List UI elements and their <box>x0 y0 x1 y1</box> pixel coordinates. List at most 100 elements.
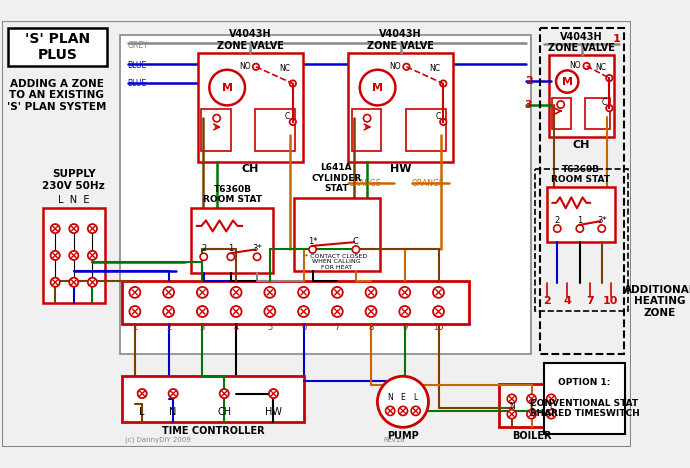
Text: 10: 10 <box>433 323 444 332</box>
Circle shape <box>130 306 140 317</box>
Text: * CONTACT CLOSED
WHEN CALLING
FOR HEAT: * CONTACT CLOSED WHEN CALLING FOR HEAT <box>305 254 368 270</box>
Bar <box>201 110 230 151</box>
Text: CH: CH <box>217 407 231 417</box>
Text: 1*: 1* <box>308 237 317 246</box>
Circle shape <box>230 306 241 317</box>
Circle shape <box>197 287 208 298</box>
Circle shape <box>298 306 309 317</box>
Text: HW: HW <box>390 164 411 174</box>
Circle shape <box>163 287 174 298</box>
Circle shape <box>50 224 60 233</box>
Text: 'S' PLAN
PLUS: 'S' PLAN PLUS <box>25 32 90 62</box>
Circle shape <box>606 75 613 81</box>
Bar <box>547 188 615 242</box>
Text: 2: 2 <box>543 296 551 307</box>
Circle shape <box>230 287 241 298</box>
Text: OPTION 1:

CONVENTIONAL STAT
SHARED TIMESWITCH: OPTION 1: CONVENTIONAL STAT SHARED TIMES… <box>529 378 639 418</box>
Circle shape <box>332 287 343 298</box>
Circle shape <box>527 410 536 419</box>
Circle shape <box>332 306 343 317</box>
Text: 1: 1 <box>132 323 137 332</box>
Bar <box>585 98 610 129</box>
Circle shape <box>253 253 261 260</box>
Text: HW: HW <box>265 407 282 417</box>
Circle shape <box>69 251 79 260</box>
Circle shape <box>309 246 316 253</box>
Circle shape <box>227 253 235 260</box>
Circle shape <box>553 225 561 232</box>
Text: NC: NC <box>595 63 607 72</box>
Circle shape <box>433 287 444 298</box>
Bar <box>43 208 105 303</box>
Text: Rev1a: Rev1a <box>383 437 404 443</box>
Text: 9: 9 <box>402 323 407 332</box>
Circle shape <box>130 287 140 298</box>
Text: C: C <box>353 237 359 246</box>
Circle shape <box>364 115 371 122</box>
Text: ORANGE: ORANGE <box>412 179 444 188</box>
Text: T6360B
ROOM STAT: T6360B ROOM STAT <box>203 185 262 205</box>
Bar <box>540 28 624 354</box>
Circle shape <box>433 306 444 317</box>
Text: 6: 6 <box>301 323 306 332</box>
Text: L  N  E: L N E <box>58 195 90 205</box>
Text: GREY: GREY <box>128 41 148 50</box>
Circle shape <box>576 225 584 232</box>
Circle shape <box>50 251 60 260</box>
Text: V4043H
ZONE VALVE: V4043H ZONE VALVE <box>217 29 284 51</box>
Circle shape <box>546 395 555 403</box>
Text: 4: 4 <box>563 296 571 307</box>
Circle shape <box>507 395 516 403</box>
Text: PUMP: PUMP <box>387 431 419 441</box>
Text: CH: CH <box>241 164 259 174</box>
Text: 1: 1 <box>578 216 582 225</box>
Text: SUPPLY
230V 50Hz: SUPPLY 230V 50Hz <box>42 169 105 191</box>
Circle shape <box>200 253 208 260</box>
Circle shape <box>290 119 296 125</box>
Circle shape <box>386 406 395 416</box>
Circle shape <box>606 105 613 111</box>
Circle shape <box>366 287 377 298</box>
Text: (c) DannyDIY 2009: (c) DannyDIY 2009 <box>125 437 190 443</box>
Circle shape <box>264 306 275 317</box>
Circle shape <box>556 70 578 93</box>
Text: 3*: 3* <box>253 244 262 253</box>
Text: 1: 1 <box>228 244 233 253</box>
Text: NO: NO <box>569 61 581 71</box>
Circle shape <box>366 306 377 317</box>
Text: BOILER: BOILER <box>512 431 551 441</box>
Text: 1: 1 <box>613 34 620 44</box>
Circle shape <box>168 389 178 398</box>
Circle shape <box>507 410 516 419</box>
Text: 3: 3 <box>199 323 205 332</box>
Text: CH: CH <box>573 139 591 150</box>
Text: 5: 5 <box>267 323 273 332</box>
Bar <box>191 208 273 273</box>
Bar <box>122 376 304 422</box>
Text: L: L <box>549 402 553 411</box>
Text: 7: 7 <box>335 323 340 332</box>
Text: V4043H
ZONE VALVE: V4043H ZONE VALVE <box>549 32 615 53</box>
Bar <box>499 384 564 427</box>
Circle shape <box>298 287 309 298</box>
Text: 7: 7 <box>586 296 593 307</box>
Text: NC: NC <box>279 64 290 73</box>
Circle shape <box>584 63 590 69</box>
Text: M: M <box>372 82 383 93</box>
Circle shape <box>69 278 79 287</box>
Circle shape <box>88 251 97 260</box>
Text: NO: NO <box>389 62 401 71</box>
Text: T6360B
ROOM STAT: T6360B ROOM STAT <box>551 165 610 184</box>
Bar <box>198 52 303 162</box>
Text: TIME CONTROLLER: TIME CONTROLLER <box>162 426 264 436</box>
Text: M: M <box>221 82 233 93</box>
Circle shape <box>398 406 408 416</box>
Bar <box>549 55 615 137</box>
Bar <box>122 280 469 324</box>
Text: V4043H
ZONE VALVE: V4043H ZONE VALVE <box>367 29 434 51</box>
Circle shape <box>197 306 208 317</box>
Circle shape <box>69 224 79 233</box>
Text: L641A
CYLINDER
STAT: L641A CYLINDER STAT <box>311 163 362 193</box>
Circle shape <box>359 70 395 105</box>
Text: C: C <box>602 98 607 107</box>
